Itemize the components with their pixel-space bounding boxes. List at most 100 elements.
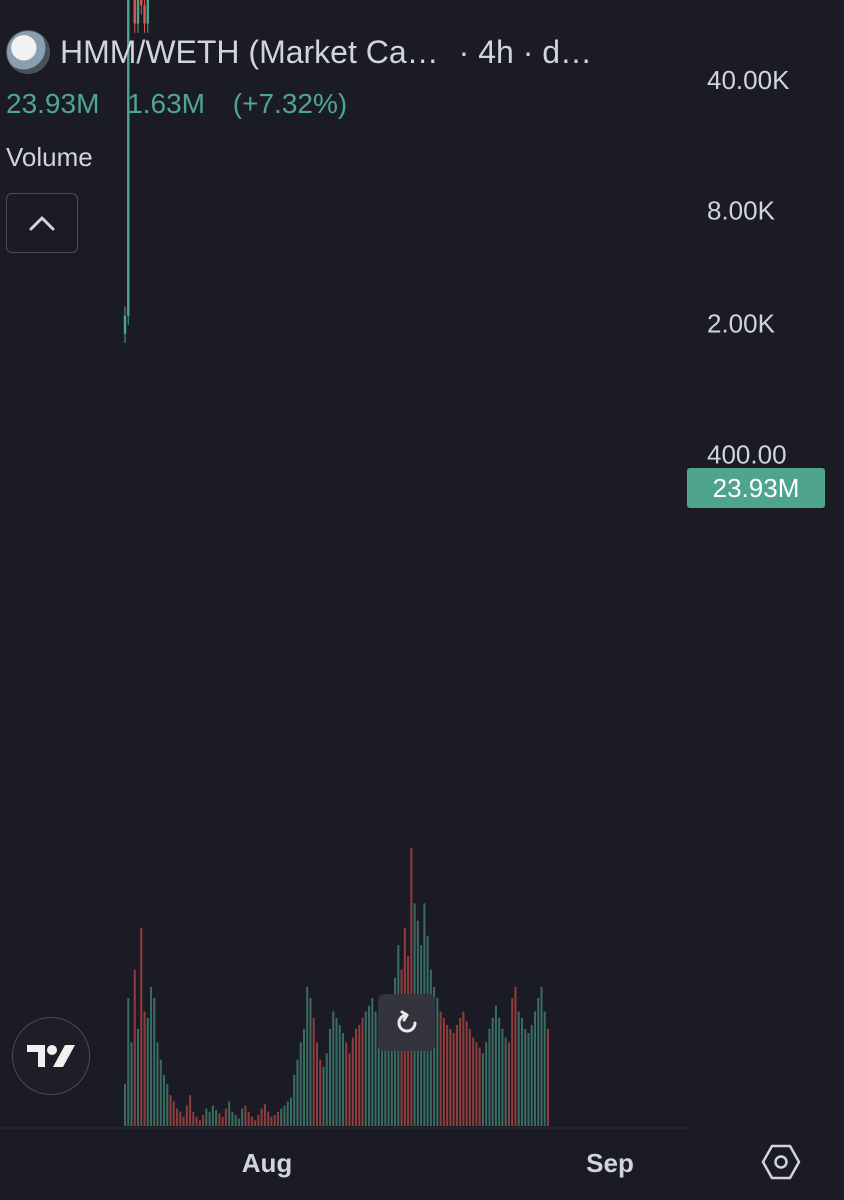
volume-bar bbox=[276, 1111, 279, 1126]
chart-settings-button[interactable] bbox=[754, 1135, 808, 1189]
volume-bar bbox=[228, 1101, 231, 1126]
volume-group bbox=[124, 848, 549, 1126]
volume-bar bbox=[377, 1017, 380, 1126]
volume-bar bbox=[283, 1105, 286, 1126]
volume-bar bbox=[527, 1033, 530, 1126]
volume-bar bbox=[355, 1028, 358, 1126]
volume-bar bbox=[371, 998, 374, 1126]
volume-bar bbox=[267, 1111, 270, 1126]
volume-bar bbox=[205, 1108, 208, 1126]
volume-bar bbox=[133, 969, 136, 1126]
volume-bar bbox=[250, 1116, 253, 1126]
change-percent: (+7.32%) bbox=[232, 88, 348, 119]
volume-bar bbox=[159, 1059, 162, 1126]
volume-bar bbox=[504, 1037, 507, 1126]
collapse-legend-button[interactable] bbox=[6, 193, 78, 253]
volume-bar bbox=[494, 1005, 497, 1126]
candle-body bbox=[127, 0, 130, 316]
volume-bar bbox=[514, 987, 517, 1126]
volume-bar bbox=[449, 1028, 452, 1126]
volume-bar bbox=[202, 1114, 205, 1126]
volume-bar bbox=[153, 998, 156, 1126]
volume-bar bbox=[325, 1053, 328, 1126]
volume-bar bbox=[394, 977, 397, 1126]
volume-bar bbox=[270, 1116, 273, 1126]
volume-bar bbox=[468, 1028, 471, 1126]
y-tick-label: 40.00K bbox=[707, 65, 790, 95]
volume-bar bbox=[182, 1116, 185, 1126]
price-axis[interactable]: 140.00B30.00B8.00B2.00B400.00M80.00M4.00… bbox=[707, 0, 808, 469]
volume-bar bbox=[260, 1108, 263, 1126]
volume-bar bbox=[465, 1021, 468, 1126]
volume-bar bbox=[507, 1042, 510, 1126]
volume-bar bbox=[143, 1011, 146, 1126]
volume-bar bbox=[208, 1111, 211, 1126]
volume-bar bbox=[244, 1105, 247, 1126]
y-tick-label: 8.00K bbox=[707, 196, 776, 226]
volume-bar bbox=[257, 1114, 260, 1126]
volume-bar bbox=[533, 1011, 536, 1126]
volume-bar bbox=[286, 1101, 289, 1126]
volume-bar bbox=[475, 1042, 478, 1126]
volume-bar bbox=[384, 1033, 387, 1126]
tradingview-logo-icon[interactable] bbox=[12, 1017, 90, 1095]
pair-title[interactable]: HMM/WETH (Market Ca… bbox=[60, 33, 439, 70]
volume-bar bbox=[540, 987, 543, 1126]
volume-bar bbox=[547, 1028, 549, 1126]
current-value: 23.93M bbox=[6, 88, 100, 119]
time-axis[interactable]: Aug Sep bbox=[242, 1148, 634, 1178]
volume-bar bbox=[176, 1108, 179, 1126]
token-avatar[interactable] bbox=[6, 30, 50, 74]
volume-bar bbox=[127, 998, 130, 1126]
volume-bar bbox=[309, 998, 312, 1126]
y-tick-label: 400.00 bbox=[707, 439, 787, 469]
volume-bar bbox=[185, 1105, 188, 1126]
volume-bar bbox=[387, 1037, 390, 1126]
volume-bar bbox=[452, 1033, 455, 1126]
x-tick-label: Aug bbox=[242, 1148, 293, 1178]
volume-bar bbox=[524, 1028, 527, 1126]
volume-bar bbox=[215, 1110, 218, 1126]
volume-bar bbox=[130, 1042, 133, 1126]
reset-chart-button[interactable] bbox=[378, 994, 435, 1051]
volume-bar bbox=[374, 1011, 377, 1126]
volume-bar bbox=[348, 1053, 351, 1126]
volume-bar bbox=[498, 1017, 501, 1126]
ohlc-stats: 23.93M 1.63M (+7.32%) bbox=[6, 88, 592, 120]
volume-bar bbox=[328, 1028, 331, 1126]
volume-bar bbox=[455, 1024, 458, 1126]
tradingview-glyph bbox=[27, 1045, 75, 1067]
volume-bar bbox=[511, 998, 514, 1126]
volume-bar bbox=[433, 987, 436, 1126]
volume-bar bbox=[231, 1111, 234, 1126]
volume-bar bbox=[345, 1042, 348, 1126]
volume-bar bbox=[140, 927, 143, 1126]
volume-bar bbox=[335, 1017, 338, 1126]
volume-bar bbox=[156, 1042, 159, 1126]
volume-bar bbox=[332, 1011, 335, 1126]
candles-group bbox=[123, 0, 149, 344]
settings-hexagon-icon bbox=[761, 1144, 801, 1180]
volume-bar bbox=[169, 1095, 172, 1126]
volume-bar bbox=[462, 1011, 465, 1126]
volume-indicator-label[interactable]: Volume bbox=[6, 142, 93, 172]
volume-bar bbox=[237, 1118, 240, 1126]
volume-bar bbox=[315, 1042, 318, 1126]
volume-bar bbox=[306, 987, 309, 1126]
chevron-up-icon bbox=[29, 216, 55, 231]
volume-bar bbox=[368, 1005, 371, 1126]
reset-chart-icon bbox=[397, 1010, 416, 1032]
volume-bar bbox=[221, 1116, 224, 1126]
volume-bar bbox=[351, 1037, 354, 1126]
volume-bar bbox=[517, 1011, 520, 1126]
volume-bar bbox=[481, 1053, 484, 1126]
volume-bar bbox=[485, 1042, 488, 1126]
volume-bar bbox=[442, 1017, 445, 1126]
volume-bar bbox=[263, 1104, 266, 1126]
volume-bar bbox=[459, 1017, 462, 1126]
interval-meta[interactable]: · 4h · d… bbox=[458, 33, 593, 70]
volume-bar bbox=[224, 1108, 227, 1126]
change-value: 1.63M bbox=[127, 88, 206, 119]
volume-bar bbox=[150, 987, 153, 1126]
